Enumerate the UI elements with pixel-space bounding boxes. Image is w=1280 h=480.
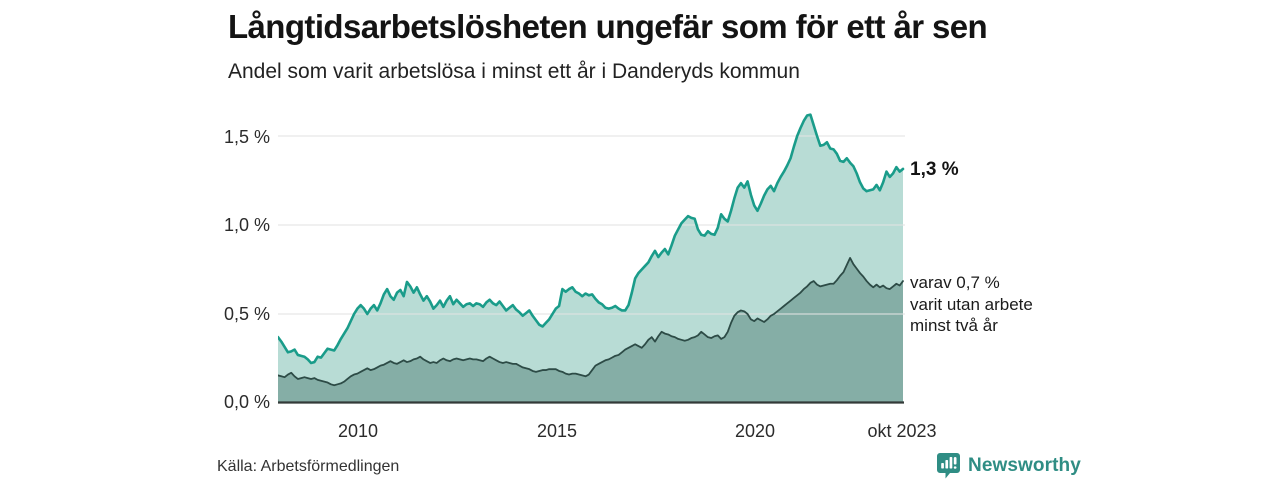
y-axis-tick-label: 0,5 % xyxy=(223,304,270,324)
x-axis-tick-label: 2015 xyxy=(536,421,578,441)
inner-annotation-line: varit utan arbete xyxy=(910,294,1033,314)
inner-annotation-line: varav 0,7 % xyxy=(910,273,1000,292)
area-chart-plot xyxy=(278,113,905,404)
y-axis-tick-label: 1,5 % xyxy=(223,127,270,147)
inner-series-annotation: varav 0,7 % varit utan arbete minst två … xyxy=(910,272,1033,337)
source-note: Källa: Arbetsförmedlingen xyxy=(217,458,400,475)
newsworthy-wordmark: Newsworthy xyxy=(968,455,1081,476)
x-axis-tick-label: 2020 xyxy=(734,421,776,441)
newsworthy-logo-icon xyxy=(937,453,960,479)
latest-value-label: 1,3 % xyxy=(910,159,959,180)
newsworthy-logo: Newsworthy xyxy=(936,452,1081,480)
x-axis-tick-label: okt 2023 xyxy=(867,421,937,441)
y-axis-tick-label: 1,0 % xyxy=(223,215,270,235)
page-subtitle: Andel som varit arbetslösa i minst ett å… xyxy=(228,60,800,83)
x-axis-tick-label: 2010 xyxy=(337,421,379,441)
page-title: Långtidsarbetslösheten ungefär som för e… xyxy=(228,8,988,45)
outer-series-line xyxy=(278,113,905,365)
y-axis-tick-label: 0,0 % xyxy=(223,392,270,412)
inner-annotation-line: minst två år xyxy=(910,316,998,335)
inner-series-line xyxy=(278,257,904,387)
inner-series-area xyxy=(278,257,903,403)
